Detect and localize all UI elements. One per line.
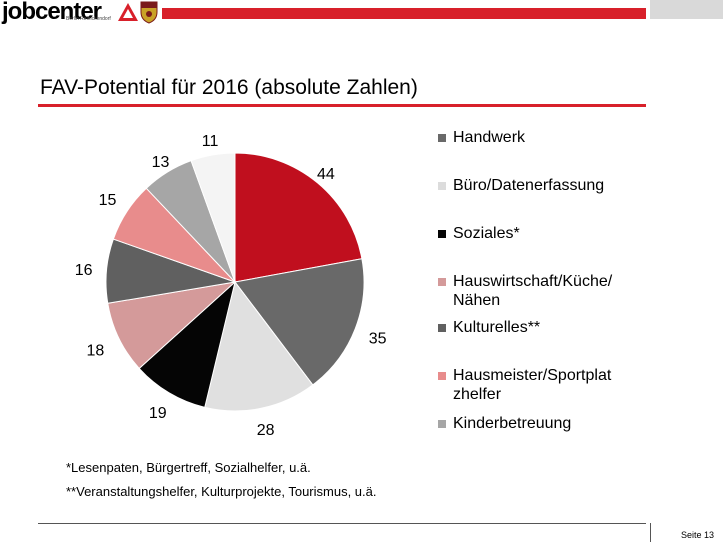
page-number: Seite 13 xyxy=(680,530,714,540)
legend-label: Kulturelles** xyxy=(453,319,541,336)
legend-item: Kinderbetreuung xyxy=(438,414,643,433)
slice-value-label: 15 xyxy=(99,192,117,209)
jobcenter-mark-icon xyxy=(118,3,138,21)
slice-value-label: 44 xyxy=(317,166,335,183)
legend-swatch xyxy=(438,372,446,380)
header-red-bar xyxy=(162,8,646,19)
header-gray-block xyxy=(650,0,723,19)
legend-label: Kinderbetreuung xyxy=(453,415,572,432)
logo-subtext: Berlin Reinickendorf xyxy=(66,16,111,22)
legend-swatch xyxy=(438,278,446,286)
slice-value-label: 13 xyxy=(152,154,170,171)
slice-value-label: 28 xyxy=(257,422,275,439)
legend-item: Hausmeister/Sportplat zhelfer xyxy=(438,366,643,404)
slice-value-label: 16 xyxy=(75,262,93,279)
page-number-box: Seite 13 xyxy=(650,523,723,542)
legend-swatch xyxy=(438,182,446,190)
legend-swatch xyxy=(438,134,446,142)
legend-label: Hausmeister/Sportplat zhelfer xyxy=(453,367,612,403)
pie-slice xyxy=(204,280,314,412)
page-title: FAV-Potential für 2016 (absolute Zahlen) xyxy=(40,76,418,99)
pie-slice xyxy=(234,258,365,386)
pie-slice xyxy=(234,152,363,283)
footer-line xyxy=(38,523,646,524)
legend-item: Handwerk xyxy=(438,128,643,147)
legend-label: Handwerk xyxy=(453,129,526,146)
legend-item: Hauswirtschaft/Küche/ Nähen xyxy=(438,272,643,310)
footnote-kulturelles: **Veranstaltungshelfer, Kulturprojekte, … xyxy=(66,484,377,499)
title-underline xyxy=(38,104,646,107)
legend-item: Soziales* xyxy=(438,224,643,243)
footnote-soziales: *Lesenpaten, Bürgertreff, Sozialhelfer, … xyxy=(66,460,311,475)
legend-swatch xyxy=(438,420,446,428)
legend-label: Hauswirtschaft/Küche/ Nähen xyxy=(453,273,613,309)
slice-value-label: 35 xyxy=(369,331,387,348)
slice-value-label: 11 xyxy=(202,133,219,150)
legend-item: Kulturelles** xyxy=(438,318,643,337)
legend-swatch xyxy=(438,230,446,238)
logo-text: jobcenter xyxy=(2,0,102,25)
slice-value-label: 19 xyxy=(149,405,167,422)
legend-label: Büro/Datenerfassung xyxy=(453,177,605,194)
city-crest-icon xyxy=(140,1,158,24)
pie-slice xyxy=(138,280,236,409)
pie-slice xyxy=(190,152,236,283)
legend-label: Soziales* xyxy=(453,225,520,242)
legend-swatch xyxy=(438,324,446,332)
legend-item: Büro/Datenerfassung xyxy=(438,176,643,195)
slice-value-label: 18 xyxy=(87,342,105,359)
